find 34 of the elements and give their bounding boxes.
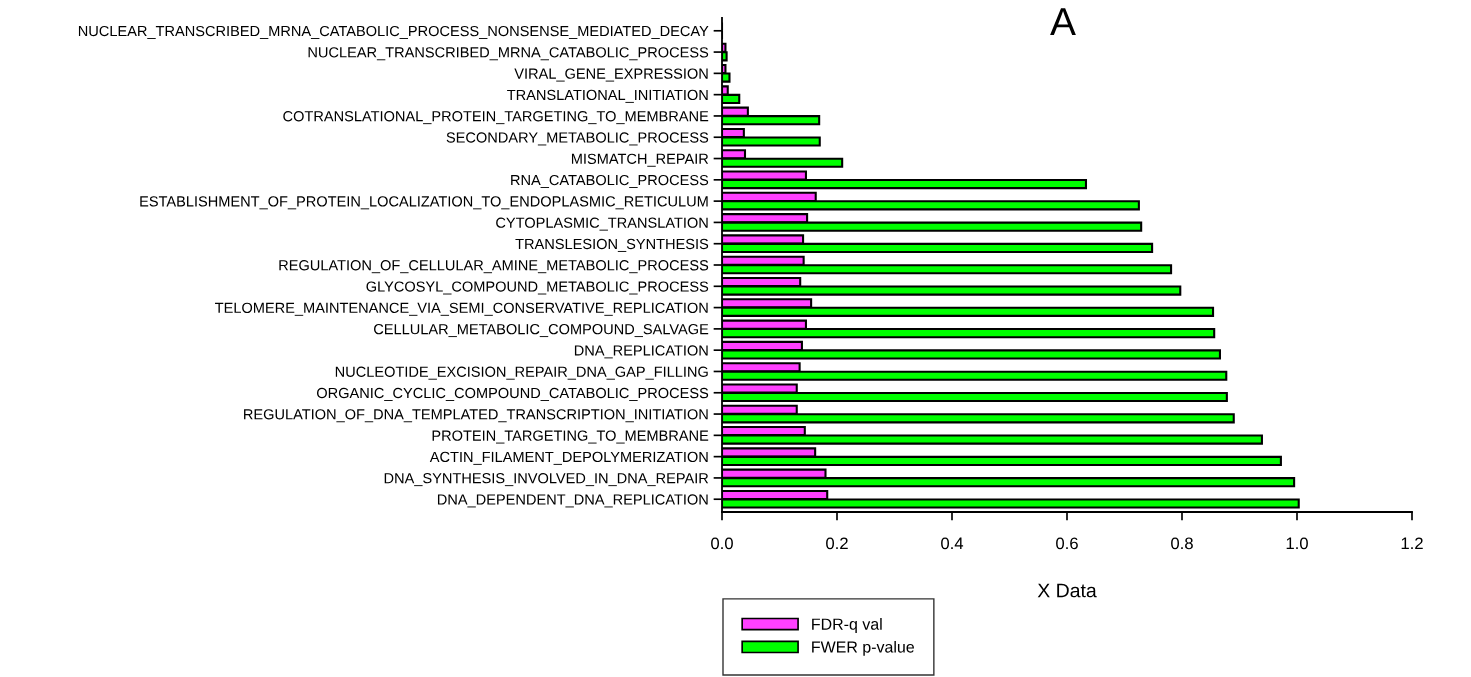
y-tick-label: DNA_SYNTHESIS_INVOLVED_IN_DNA_REPAIR — [384, 473, 709, 487]
y-tick-label: NUCLEOTIDE_EXCISION_REPAIR_DNA_GAP_FILLING — [335, 366, 708, 380]
x-tick-label: 0.4 — [941, 537, 964, 550]
y-tick-label: DNA_DEPENDENT_DNA_REPLICATION — [437, 494, 708, 508]
y-tick-label: VIRAL_GENE_EXPRESSION — [514, 68, 708, 82]
y-tick-label: MISMATCH_REPAIR — [571, 153, 709, 167]
y-tick-label: REGULATION_OF_CELLULAR_AMINE_METABOLIC_PROCESS — [279, 260, 709, 274]
chart-title: A — [1050, 8, 1076, 36]
y-tick-label: ACTIN_FILAMENT_DEPOLYMERIZATION — [429, 451, 708, 465]
y-tick-label: REGULATION_OF_DNA_TEMPLATED_TRANSCRIPTION_INITIATION — [244, 409, 708, 423]
y-tick-label: RNA_CATABOLIC_PROCESS — [511, 174, 709, 189]
y-tick-label: NUCLEAR_TRANSCRIBED_MRNA_CATABOLIC_PROCESS — [308, 47, 709, 61]
y-tick-label: COTRANSLATIONAL_PROTEIN_TARGETING_TO_MEMBRANE — [283, 111, 709, 125]
y-tick-label: ESTABLISHMENT_OF_PROTEIN_LOCALIZATION_TO_ENDOPLASMIC_RETICULUM — [140, 196, 708, 210]
y-tick-label: ORGANIC_CYCLIC_COMPOUND_CATABOLIC_PROCESS — [317, 387, 709, 401]
y-tick-label: GLYCOSYL_COMPOUND_METABOLIC_PROCESS — [366, 281, 709, 295]
y-tick-label: SECONDARY_METABOLIC_PROCESS — [446, 132, 709, 146]
x-tick-label: 0.8 — [1171, 537, 1193, 550]
x-tick-label: 1.2 — [1401, 537, 1423, 550]
y-tick-label: CELLULAR_METABOLIC_COMPOUND_SALVAGE — [374, 323, 709, 338]
x-axis-title: X Data — [1037, 583, 1097, 598]
y-tick-label: CYTOPLASMIC_TRANSLATION — [496, 217, 708, 231]
legend-label: FWER p-value — [812, 640, 914, 656]
x-tick-label: 0.0 — [711, 537, 733, 550]
legend-label: FDR-q val — [812, 618, 882, 633]
x-tick-label: 0.6 — [1056, 537, 1078, 550]
y-tick-label: TRANSLATIONAL_INITIATION — [507, 89, 708, 103]
y-tick-label: TRANSLESION_SYNTHESIS — [515, 238, 709, 252]
y-tick-label: DNA_REPLICATION — [574, 345, 708, 359]
x-tick-label: 0.2 — [826, 537, 848, 550]
y-tick-label: NUCLEAR_TRANSCRIBED_MRNA_CATABOLIC_PROCESS_NONSENSE_MEDIATED_DECAY — [78, 25, 709, 39]
y-tick-label: PROTEIN_TARGETING_TO_MEMBRANE — [432, 430, 709, 444]
y-tick-label: TELOMERE_MAINTENANCE_VIA_SEMI_CONSERVATIVE_REPLICATION — [215, 302, 708, 316]
x-tick-label: 1.0 — [1286, 537, 1308, 550]
